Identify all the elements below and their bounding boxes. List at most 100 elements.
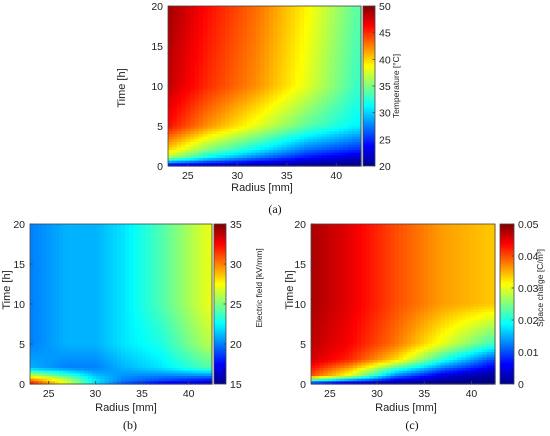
- heatmap-cell: [125, 352, 130, 356]
- heatmap-cell: [129, 242, 135, 246]
- heatmap-cell: [58, 245, 64, 249]
- heatmap-cell: [174, 328, 180, 332]
- heatmap-cell: [199, 333, 205, 337]
- heatmap-cell: [352, 62, 358, 66]
- heatmap-cell: [303, 102, 309, 106]
- heatmap-cell: [172, 128, 178, 132]
- heatmap-cell: [71, 333, 77, 337]
- heatmap-cell: [312, 64, 318, 68]
- heatmap-cell: [303, 30, 309, 34]
- heatmap-cell: [325, 160, 331, 164]
- heatmap-cell: [312, 112, 318, 116]
- heatmap-cell: [116, 304, 122, 308]
- heatmap-cell: [233, 62, 239, 66]
- heatmap-cell: [194, 83, 200, 87]
- heatmap-cell: [30, 248, 35, 252]
- heatmap-cell: [149, 312, 155, 316]
- heatmap-cell: [225, 147, 231, 151]
- heatmap-cell: [312, 22, 318, 26]
- heatmap-cell: [352, 40, 358, 44]
- heatmap-cell: [299, 22, 305, 26]
- heatmap-cell: [242, 91, 248, 95]
- heatmap-cell: [207, 266, 213, 270]
- heatmap-cell: [312, 88, 318, 92]
- heatmap-cell: [242, 139, 248, 143]
- heatmap-cell: [308, 150, 314, 154]
- heatmap-cell: [191, 229, 197, 233]
- heatmap-cell: [216, 48, 222, 52]
- heatmap-cell: [308, 115, 314, 119]
- heatmap-cell: [198, 96, 204, 100]
- heatmap-cell: [58, 277, 64, 281]
- heatmap-cell: [183, 285, 188, 289]
- heatmap-cell: [246, 40, 252, 44]
- heatmap-cell: [290, 22, 296, 26]
- heatmap-cell: [356, 142, 362, 146]
- heatmap-cell: [154, 320, 159, 324]
- heatmap-cell: [356, 150, 362, 154]
- heatmap-cell: [194, 72, 200, 76]
- heatmap-cell: [299, 83, 305, 87]
- heatmap-cell: [104, 322, 110, 326]
- ylabel-b: Time [h]: [1, 270, 13, 309]
- heatmap-cell: [273, 131, 279, 135]
- heatmap-cell: [290, 40, 296, 44]
- heatmap-cell: [347, 11, 353, 15]
- heatmap-cell: [321, 144, 327, 148]
- heatmap-cell: [58, 253, 64, 257]
- heatmap-cell: [129, 290, 135, 294]
- heatmap-cell: [191, 282, 197, 286]
- heatmap-cell: [141, 285, 147, 289]
- heatmap-cell: [251, 67, 257, 71]
- heatmap-cell: [46, 354, 52, 358]
- heatmap-cell: [172, 118, 178, 122]
- heatmap-cell: [251, 128, 257, 132]
- heatmap-cell: [50, 245, 56, 249]
- heatmap-cell: [172, 64, 178, 68]
- heatmap-cell: [207, 277, 213, 281]
- heatmap-cell: [299, 56, 305, 60]
- heatmap-cell: [286, 51, 292, 55]
- heatmap-cell: [54, 224, 60, 228]
- heatmap-cell: [79, 312, 85, 316]
- heatmap-cell: [229, 22, 235, 26]
- heatmap-cell: [339, 51, 345, 55]
- heatmap-cell: [207, 354, 213, 358]
- heatmap-cell: [145, 261, 151, 265]
- heatmap-cell: [63, 274, 68, 278]
- heatmap-cell: [71, 354, 77, 358]
- heatmap-cell: [282, 152, 288, 156]
- heatmap-cell: [203, 245, 209, 249]
- heatmap-cell: [277, 43, 283, 47]
- heatmap-cell: [83, 304, 89, 308]
- heatmap-cell: [116, 253, 122, 257]
- heatmap-cell: [145, 240, 151, 244]
- heatmap-cell: [187, 320, 192, 324]
- heatmap-cell: [112, 346, 118, 350]
- heatmap-cell: [321, 107, 327, 111]
- heatmap-cell: [125, 274, 130, 278]
- heatmap-cell: [339, 147, 345, 151]
- heatmap-cell: [104, 229, 110, 233]
- heatmap-cell: [211, 62, 217, 66]
- heatmap-cell: [145, 282, 151, 286]
- heatmap-cell: [264, 8, 270, 12]
- heatmap-cell: [286, 96, 292, 100]
- heatmap-cell: [92, 330, 97, 334]
- heatmap-cell: [207, 155, 213, 159]
- heatmap-cell: [282, 126, 288, 130]
- heatmap-cell: [75, 253, 81, 257]
- heatmap-cell: [229, 51, 235, 55]
- heatmap-cell: [299, 150, 305, 154]
- heatmap-cell: [178, 296, 184, 300]
- heatmap-cell: [194, 64, 200, 68]
- heatmap-cell: [83, 333, 89, 337]
- heatmap-cell: [154, 224, 159, 228]
- heatmap-cell: [129, 229, 135, 233]
- heatmap-cell: [121, 274, 126, 278]
- heatmap-cell: [273, 136, 279, 140]
- heatmap-cell: [100, 290, 106, 294]
- heatmap-cell: [133, 349, 139, 353]
- heatmap-cell: [203, 354, 209, 358]
- heatmap-cell: [71, 272, 77, 276]
